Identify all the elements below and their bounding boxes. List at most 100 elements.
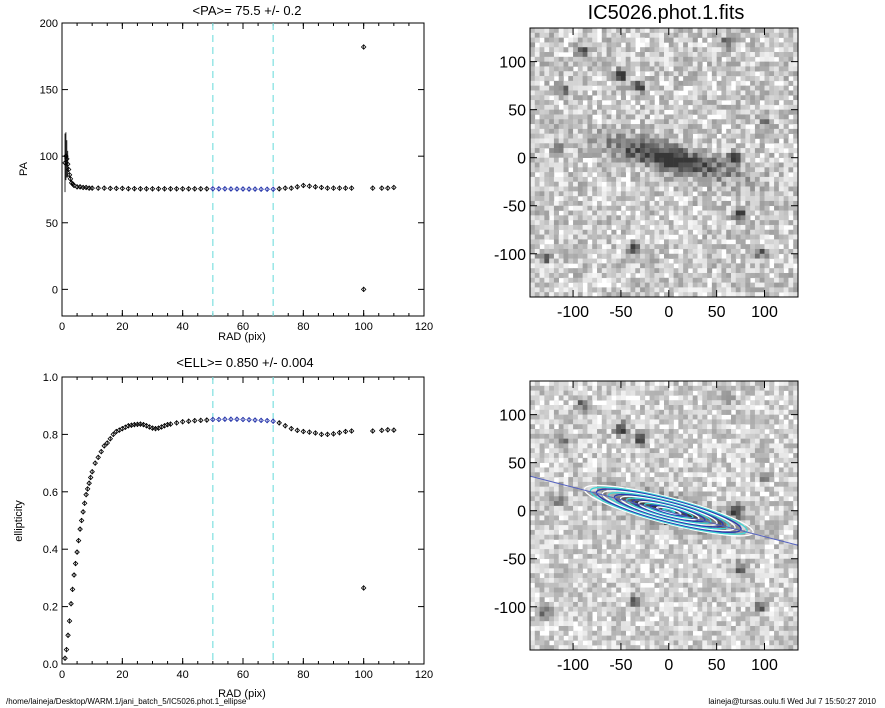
overlay-panel-pixel	[587, 630, 593, 636]
ell-plot-point	[391, 427, 397, 433]
image-panel-pixel	[750, 133, 756, 139]
overlay-panel-pixel	[568, 616, 574, 622]
image-panel-pixel	[711, 95, 717, 101]
image-panel-pixel	[735, 157, 741, 163]
image-panel-pixel	[573, 172, 579, 178]
overlay-panel-pixel	[630, 568, 636, 574]
overlay-panel-pixel	[664, 601, 670, 608]
image-panel-pixel	[640, 76, 646, 82]
overlay-panel-pixel	[635, 563, 641, 569]
image-panel-pixel	[611, 167, 617, 173]
overlay-panel-pixel	[563, 477, 569, 483]
overlay-panel-pixel	[611, 525, 617, 531]
image-panel-pixel	[702, 71, 708, 77]
image-panel-pixel	[640, 71, 646, 77]
image-panel-pixel	[750, 138, 756, 144]
image-panel-pixel	[549, 277, 555, 283]
image-panel-pixel	[740, 71, 746, 77]
image-panel-pixel	[530, 32, 536, 38]
image-panel-pixel	[649, 66, 655, 72]
image-panel-pixel	[668, 181, 674, 187]
image-panel-pixel	[644, 172, 650, 178]
image-panel-pixel	[644, 162, 650, 168]
overlay-panel-pixel	[573, 563, 579, 569]
image-panel-pixel	[597, 152, 603, 158]
image-panel-pixel	[625, 52, 631, 58]
overlay-panel-pixel	[673, 414, 679, 420]
overlay-panel-pixel	[616, 625, 622, 632]
image-panel-pixel	[587, 220, 593, 226]
image-panel-pixel	[616, 244, 622, 250]
image-panel-pixel	[774, 119, 780, 125]
overlay-panel-pixel	[649, 630, 655, 636]
overlay-panel-pixel	[601, 510, 607, 516]
image-panel-pixel	[625, 287, 631, 293]
ell-plot-xtick-label: 60	[237, 669, 249, 681]
image-panel-pixel	[558, 191, 564, 197]
overlay-panel-pixel	[659, 611, 665, 617]
image-panel-pixel	[764, 42, 770, 48]
overlay-panel-pixel	[544, 472, 550, 478]
overlay-panel-pixel	[558, 438, 564, 444]
image-panel-pixel	[783, 133, 789, 139]
image-panel-pixel	[788, 37, 794, 43]
image-panel-pixel	[558, 90, 564, 96]
image-panel-pixel	[697, 277, 703, 283]
image-panel-pixel	[668, 42, 674, 48]
overlay-panel-pixel	[577, 448, 583, 454]
image-panel-pixel	[534, 234, 540, 240]
image-panel-pixel	[630, 191, 636, 197]
overlay-panel-pixel	[558, 510, 564, 516]
image-panel-pixel	[697, 52, 703, 58]
image-panel-pixel	[640, 210, 646, 216]
overlay-panel-pixel	[649, 486, 655, 492]
image-panel-pixel	[644, 220, 650, 226]
image-panel-pixel	[764, 61, 770, 67]
overlay-panel-pixel	[635, 597, 641, 603]
image-panel-pixel	[553, 229, 560, 235]
image-panel-pixel	[573, 109, 579, 115]
image-panel-pixel	[764, 200, 770, 207]
overlay-panel-pixel	[601, 505, 607, 511]
overlay-panel-pixel	[673, 558, 679, 564]
overlay-panel-pixel	[673, 457, 679, 463]
overlay-panel-pixel	[544, 419, 550, 425]
image-panel-pixel	[697, 263, 703, 269]
image-panel-pixel	[530, 80, 536, 86]
image-panel-pixel	[654, 61, 660, 67]
overlay-panel-pixel	[597, 433, 603, 439]
image-panel-pixel	[740, 138, 746, 144]
ell-plot-point	[282, 423, 288, 429]
pa-plot-title: <PA>= 75.5 +/- 0.2	[193, 3, 302, 18]
image-panel-pixel	[707, 152, 713, 158]
image-panel-pixel	[788, 138, 794, 144]
image-panel-pixel	[630, 196, 636, 202]
image-panel-pixel	[620, 76, 627, 82]
image-panel-pixel	[783, 138, 789, 144]
image-panel-pixel	[568, 258, 574, 264]
overlay-panel-pixel	[549, 419, 555, 425]
image-panel-pixel	[544, 56, 550, 62]
overlay-panel-pixel	[616, 534, 622, 540]
image-panel-pixel	[735, 181, 741, 187]
image-panel-pixel	[774, 157, 780, 163]
overlay-panel-pixel	[582, 520, 588, 526]
image-panel-pixel	[731, 172, 737, 178]
image-panel-pixel	[707, 263, 713, 269]
overlay-panel-pixel	[592, 558, 598, 564]
ell-plot-point	[379, 427, 385, 434]
image-panel-pixel	[788, 80, 794, 86]
image-panel-pixel	[659, 90, 665, 96]
image-panel-pixel	[573, 100, 579, 106]
overlay-panel-pixel	[668, 453, 674, 459]
image-panel-pixel	[668, 37, 674, 43]
overlay-panel-pixel	[553, 467, 560, 473]
image-panel-pixel	[726, 205, 732, 211]
overlay-panel-pixel	[649, 467, 655, 473]
image-panel-pixel	[539, 133, 545, 139]
overlay-panel-pixel	[625, 481, 631, 487]
image-panel-pixel	[778, 32, 784, 38]
image-panel-pixel	[731, 119, 737, 125]
overlay-panel-pixel	[630, 419, 636, 425]
overlay-panel-pixel	[635, 645, 641, 651]
